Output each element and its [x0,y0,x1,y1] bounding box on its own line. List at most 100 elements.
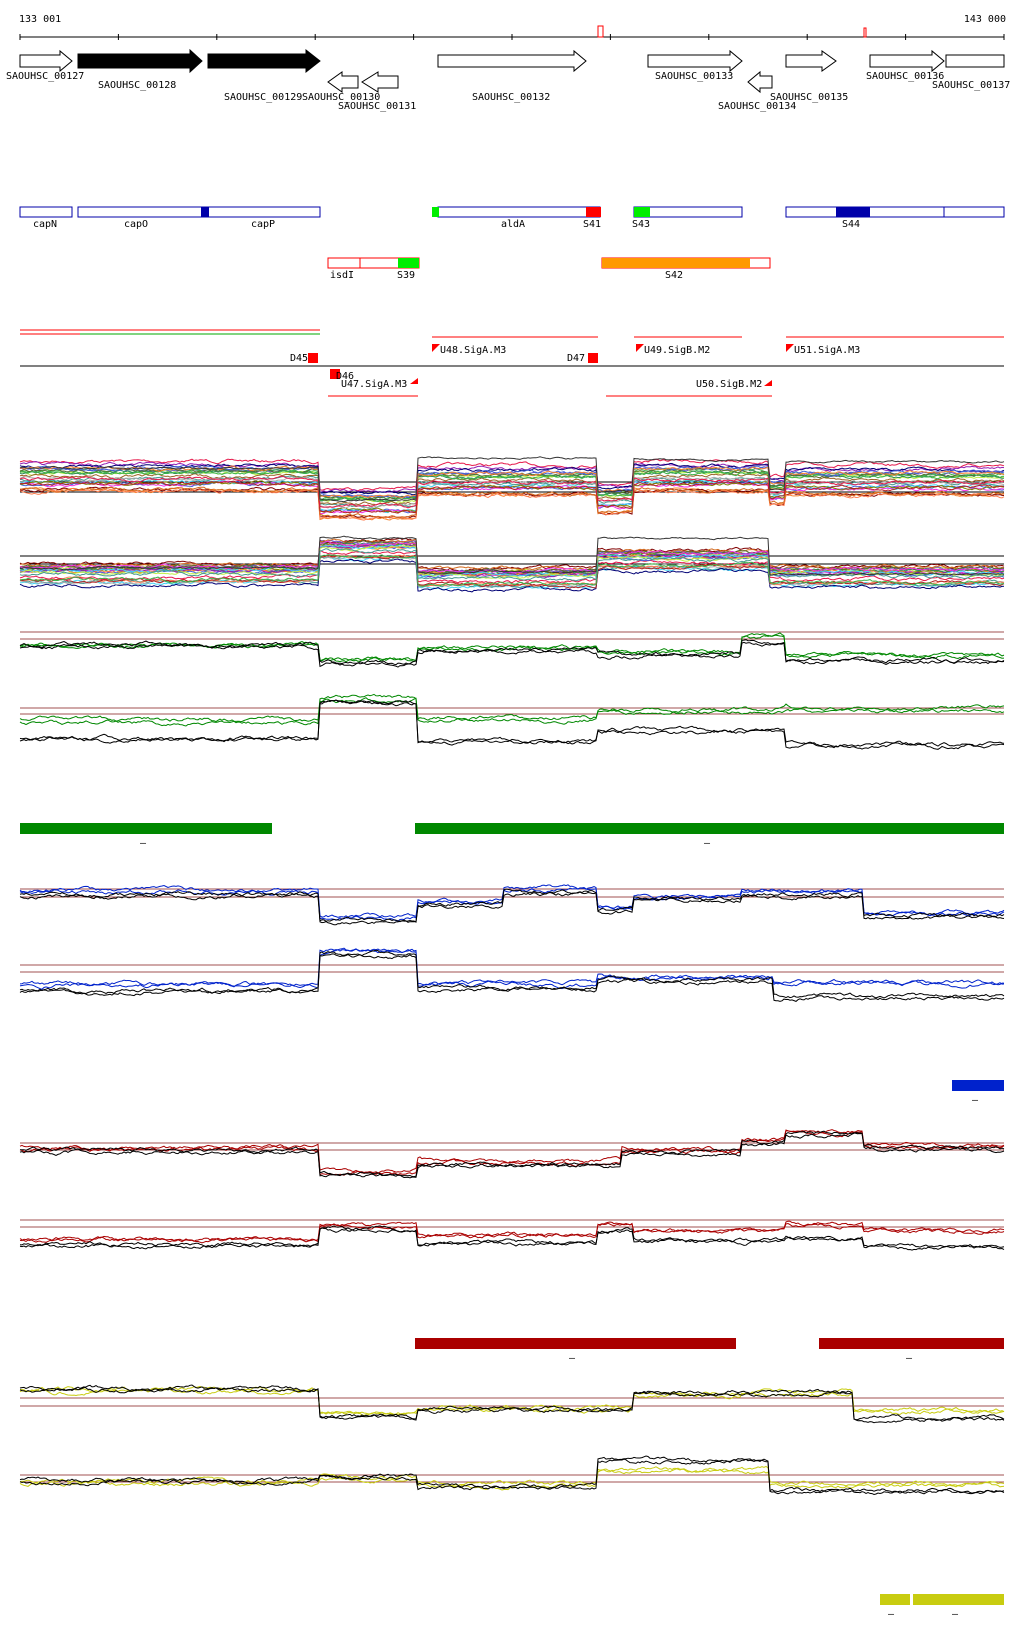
gene-arrow[interactable]: SAOUHSC_00135 [770,50,848,103]
feature-label: S39 [397,270,415,281]
signal-trace [19,540,1005,574]
gene-label: SAOUHSC_00130 [302,92,380,103]
signal-trace [19,953,1005,1002]
segment-bar[interactable] [415,1338,736,1349]
signal-trace [19,535,1005,576]
segment-bar[interactable] [20,823,272,834]
coordinate-ruler: 133 001 143 000 [19,14,1006,40]
expression-panel-multi-plus [19,456,1005,521]
gene-arrow[interactable]: SAOUHSC_00134 [718,70,796,112]
signal-trace [19,1385,1005,1415]
expression-panel-yellow-minus [19,1455,1005,1496]
signal-trace [19,554,1005,587]
signal-trace [19,486,1005,519]
transcript-track: D45 D46 U47.SigA.M3 U48.SigA.M3 D47 U49.… [20,329,1004,397]
signal-trace [19,1130,1005,1176]
feature-track-plus: capN capO capP aldA S41 S43 S44 [19,206,1005,230]
gene-arrow[interactable]: SAOUHSC_00129 [207,48,321,103]
signal-trace [19,697,1005,727]
tss-flag [432,344,440,366]
segment-bar[interactable] [880,1594,910,1605]
tss-label: U50.SigB.M2 [696,379,762,390]
signal-trace [19,1221,1005,1243]
feature-box[interactable] [633,206,743,218]
segment-bar-mark: – [569,1353,576,1364]
tss-marker [330,369,340,379]
gene-label: SAOUHSC_00128 [98,80,176,91]
gene-arrow[interactable]: SAOUHSC_00130 [302,71,380,103]
signal-trace [20,1130,1005,1178]
gene-arrow[interactable]: SAOUHSC_00128 [77,48,203,91]
segment-bars-blue: – [952,1080,1004,1106]
feature-block [432,207,439,217]
segment-bar[interactable] [819,1338,1004,1349]
signal-trace [19,884,1005,918]
signal-trace [19,465,1005,499]
gene-label: SAOUHSC_00129 [224,92,302,103]
signal-trace [19,549,1005,584]
signal-trace [19,544,1005,579]
gene-arrow[interactable]: SAOUHSC_00136 [866,49,945,82]
gene-track: SAOUHSC_00127 SAOUHSC_00128 SAOUHSC_0012… [6,48,1010,112]
signal-trace [19,537,1005,573]
signal-trace [19,456,1005,503]
gene-label: SAOUHSC_00134 [718,101,796,112]
feature-box[interactable] [19,206,73,218]
tss-flag [764,366,772,386]
ruler-start-label: 133 001 [19,14,61,25]
tss-label: D46 [336,371,354,382]
ruler-end-label: 143 000 [964,14,1006,25]
signal-trace [19,469,1005,503]
gene-label: SAOUHSC_00137 [932,80,1010,91]
signal-trace [19,473,1005,506]
segment-bars-green: – – [20,823,1004,849]
feature-box[interactable] [785,206,1005,218]
signal-trace [19,1131,1005,1179]
signal-trace [19,1384,1005,1421]
gene-arrow[interactable]: SAOUHSC_00132 [437,49,587,103]
expression-panel-yellow-plus [19,1384,1005,1424]
signal-trace [19,699,1005,750]
expression-panel-blue-minus [19,947,1005,1002]
feature-box[interactable] [437,206,601,218]
expression-panel-green-minus [19,693,1005,750]
tss-label: U49.SigB.M2 [644,345,710,356]
expression-panel-blue-plus [19,884,1005,926]
feature-box[interactable] [77,206,321,218]
feature-label: aldA [501,219,525,230]
expression-panel-red-plus [19,1129,1005,1179]
tss-flag [636,344,644,366]
signal-trace [19,544,1005,578]
segment-bar-mark: – [952,1609,959,1620]
gene-label: SAOUHSC_00135 [770,92,848,103]
segment-bar[interactable] [952,1080,1004,1091]
signal-trace [19,891,1005,926]
feature-block [602,258,750,268]
signal-trace [19,888,1005,923]
tss-label: D45 [290,353,308,364]
segment-bar-mark: – [888,1609,895,1620]
tss-flag [786,344,794,366]
feature-label: isdI [330,270,354,281]
feature-block [586,207,601,217]
signal-trace [19,480,1005,514]
gene-arrow[interactable]: SAOUHSC_00127 [6,49,84,82]
gene-arrow[interactable]: SAOUHSC_00133 [647,49,743,82]
signal-trace [19,554,1005,589]
expression-panel-red-minus [19,1219,1005,1251]
signal-trace [19,632,1005,662]
segment-bar[interactable] [415,823,1004,834]
tss-label: U47.SigA.M3 [341,379,407,390]
feature-label: capN [33,219,57,230]
gene-arrow[interactable]: SAOUHSC_00131 [338,71,416,112]
signal-trace [19,488,1005,521]
segment-bar[interactable] [913,1594,1004,1605]
gene-label: SAOUHSC_00132 [472,92,550,103]
signal-trace [19,948,1004,988]
tss-marker [308,353,318,363]
signal-trace [19,949,1005,999]
signal-trace [19,458,1005,492]
gene-arrow[interactable]: SAOUHSC_00137 [932,54,1010,91]
tss-label: U48.SigA.M3 [440,345,506,356]
signal-trace [19,1388,1005,1417]
